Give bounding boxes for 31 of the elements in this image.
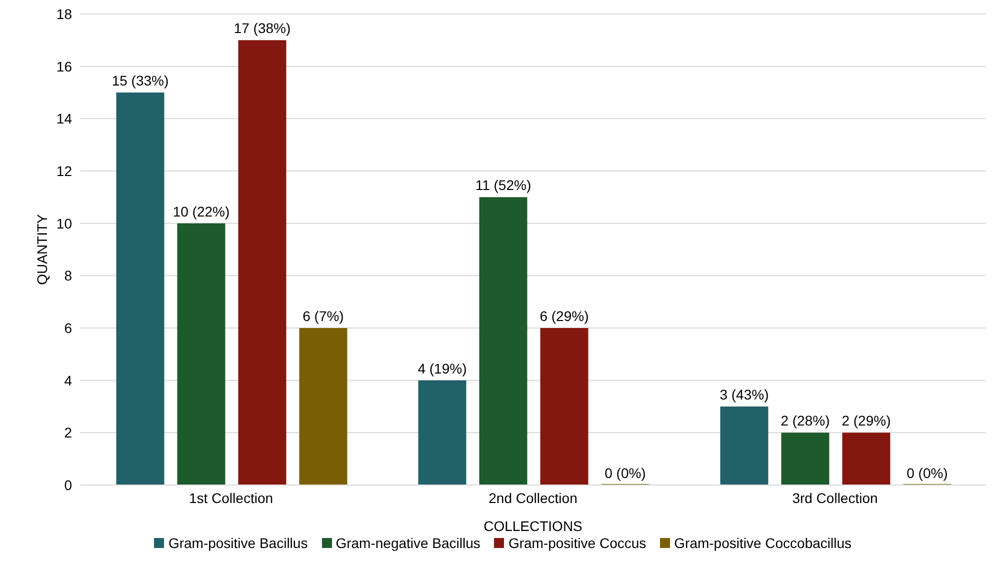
data-label: 0 (0%) [604, 465, 646, 481]
legend-label: Gram-negative Bacillus [334, 535, 480, 551]
data-label: 6 (29%) [540, 308, 589, 324]
data-label: 2 (29%) [842, 412, 891, 429]
x-axis-title: COLLECTIONS [484, 518, 582, 534]
data-label: 11 (52%) [475, 177, 532, 194]
x-tick-label: 3rd Collection [792, 490, 878, 506]
data-label: 17 (38%) [234, 20, 291, 36]
x-tick-label: 1st Collection [188, 490, 274, 506]
y-tick-label: 14 [56, 110, 72, 127]
y-tick-label: 6 [64, 320, 72, 336]
x-tick-label: 2nd Collection [488, 490, 578, 506]
legend-label: Gram-positive Coccus [507, 535, 646, 551]
data-label: 2 (28%) [780, 412, 830, 429]
data-label: 6 (7%) [302, 308, 344, 324]
y-tick-label: 4 [64, 372, 72, 388]
y-tick-label: 2 [64, 424, 72, 441]
y-tick-label: 18 [56, 6, 72, 22]
data-label: 10 (22%) [172, 203, 230, 220]
y-tick-label: 8 [64, 268, 72, 284]
data-label: 15 (33%) [112, 72, 169, 88]
y-tick-label: 0 [64, 476, 72, 493]
legend-label: Gram-positive Bacillus [167, 535, 308, 551]
y-axis-title: QUANTITY [34, 213, 50, 285]
data-label: 3 (43%) [720, 386, 769, 402]
y-tick-label: 12 [56, 162, 72, 179]
data-label: 0 (0%) [906, 465, 948, 481]
data-label: 4 (19%) [418, 360, 467, 376]
y-tick-label: 10 [56, 215, 72, 232]
legend-label: Gram-positive Coccobacillus [673, 535, 852, 551]
y-tick-label: 16 [56, 58, 72, 74]
